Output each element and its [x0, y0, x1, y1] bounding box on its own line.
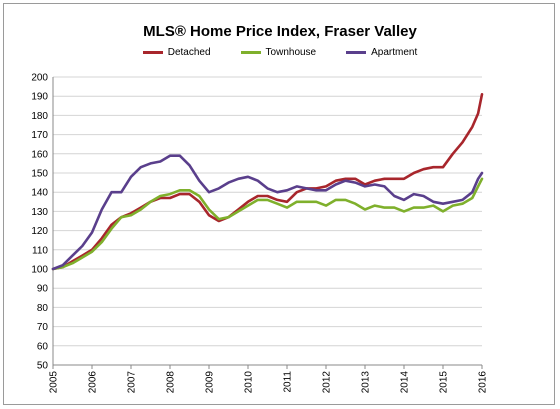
- y-tick-label-160: 160: [31, 149, 48, 160]
- legend-swatch-detached: [142, 51, 163, 54]
- x-tick-label-2009: 2009: [205, 371, 216, 394]
- y-tick-label-60: 60: [37, 341, 49, 352]
- y-tick-label-140: 140: [31, 188, 48, 199]
- series-line-apartment: [51, 154, 484, 271]
- legend-item-apartment: Apartment: [346, 47, 417, 58]
- line-chart: 50 60 70 80 90 100 110 120 130 140 150 160 170 180 190…: [31, 73, 489, 394]
- y-tick-label-190: 190: [31, 92, 48, 103]
- x-tick-label-2012: 2012: [322, 371, 333, 394]
- x-tick-label-2011: 2011: [283, 371, 294, 393]
- y-tick-label-80: 80: [37, 303, 49, 314]
- y-tick-label-120: 120: [31, 226, 48, 237]
- x-tick-label-2014: 2014: [400, 371, 411, 394]
- legend-item-detached: Detached: [142, 47, 211, 58]
- y-tick-label-130: 130: [31, 207, 48, 218]
- y-tick-label-90: 90: [37, 284, 49, 295]
- chart-frame: MLS® Home Price Index, Fraser Valley Det…: [3, 3, 555, 405]
- x-tick-label-2005: 2005: [49, 371, 60, 394]
- y-tick-label-180: 180: [31, 111, 48, 122]
- y-tick-label-70: 70: [37, 322, 49, 333]
- chart-title: MLS® Home Price Index, Fraser Valley: [143, 23, 417, 40]
- y-tick-label-170: 170: [31, 130, 48, 141]
- x-tick-label-2010: 2010: [244, 371, 255, 394]
- series-line-townhouse: [51, 177, 484, 271]
- legend-swatch-townhouse: [240, 51, 261, 54]
- legend-label-townhouse: Townhouse: [265, 47, 317, 58]
- x-tick-label-2007: 2007: [127, 371, 138, 394]
- legend-swatch-apartment: [346, 51, 367, 54]
- x-tick-label-2016: 2016: [478, 371, 489, 394]
- x-tick-label-2013: 2013: [361, 371, 372, 394]
- legend: Detached Townhouse Apartment: [4, 47, 556, 58]
- legend-label-detached: Detached: [167, 47, 211, 58]
- x-tick-label-2006: 2006: [88, 371, 99, 394]
- series-line-detached: [51, 93, 484, 271]
- x-tick-label-2015: 2015: [439, 371, 450, 394]
- y-tick-label-150: 150: [31, 169, 48, 180]
- legend-item-townhouse: Townhouse: [240, 47, 317, 58]
- y-tick-label-50: 50: [37, 361, 49, 372]
- y-tick-label-110: 110: [32, 245, 48, 256]
- legend-label-apartment: Apartment: [371, 47, 418, 58]
- y-tick-label-100: 100: [31, 265, 48, 276]
- y-tick-label-200: 200: [31, 73, 48, 84]
- x-tick-label-2008: 2008: [166, 371, 177, 394]
